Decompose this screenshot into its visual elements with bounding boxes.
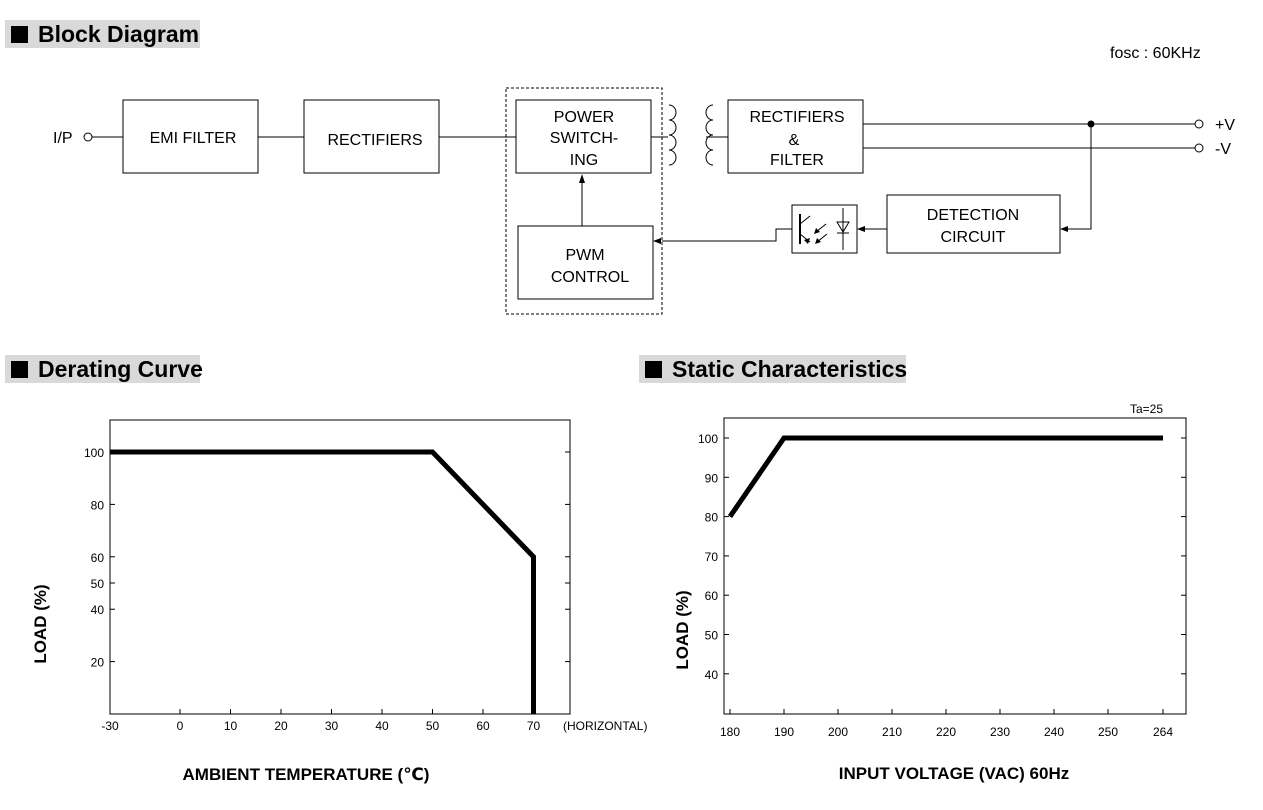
- header-square-icon: [11, 360, 28, 378]
- y-tick-label: 80: [705, 511, 719, 525]
- rectifiers-label: RECTIFIERS: [327, 132, 422, 149]
- block-diagram-header: Block Diagram: [5, 20, 200, 48]
- x-tick-label: 190: [774, 725, 794, 739]
- pwm-control-label-1: PWM: [565, 247, 604, 264]
- pwm-control-block: [517, 225, 654, 300]
- x-tick-label: 0: [177, 719, 184, 733]
- detection-circuit-label-1: DETECTION: [927, 207, 1019, 224]
- y-tick-label: 20: [91, 656, 105, 670]
- y-tick-label: 90: [705, 471, 719, 485]
- y-tick-label: 60: [91, 551, 105, 565]
- header-title: Derating Curve: [38, 355, 203, 382]
- header-square-icon: [11, 25, 28, 43]
- x-tick-label: 60: [476, 719, 490, 733]
- static-annotation: Ta=25: [1130, 402, 1163, 416]
- power-switching-label-3: ING: [570, 152, 598, 169]
- header-title: Block Diagram: [38, 20, 200, 47]
- negative-output-terminal: [1194, 143, 1204, 153]
- positive-output-terminal: [1194, 119, 1204, 129]
- transformer-icon: [651, 104, 728, 166]
- derating-x-axis-title: AMBIENT TEMPERATURE (℃): [183, 765, 430, 784]
- header-square-icon: [645, 360, 662, 378]
- positive-output-label: +V: [1215, 117, 1235, 134]
- detection-circuit-label-2: CIRCUIT: [941, 229, 1006, 246]
- power-switching-label-2: SWITCH-: [550, 130, 618, 147]
- y-tick-label: 50: [705, 629, 719, 643]
- static-plot-frame: [723, 417, 1187, 715]
- power-switching-block: [515, 99, 652, 174]
- emi-filter-label: EMI FILTER: [150, 130, 237, 147]
- rectifiers-filter-block: [727, 99, 864, 174]
- x-tick-label: 200: [828, 725, 848, 739]
- optocoupler-icon: [791, 204, 858, 254]
- x-tick-label: 70: [527, 719, 541, 733]
- derating-plot-frame: [109, 419, 571, 715]
- pwm-control-label-2: CONTROL: [551, 269, 629, 286]
- derating-curve-header: Derating Curve: [5, 355, 203, 383]
- y-tick-label: 80: [91, 498, 105, 512]
- input-terminal: [83, 132, 93, 142]
- x-tick-label: 50: [426, 719, 440, 733]
- y-tick-label: 50: [91, 577, 105, 591]
- static-y-axis-title: LOAD (%): [673, 590, 692, 669]
- x-tick-label: 180: [720, 725, 740, 739]
- arrow-icon: [579, 174, 585, 183]
- block-diagram: fosc : 60KHz I/P EMI FILTER RECTIFIERS P…: [53, 45, 1235, 315]
- header-title: Static Characteristics: [672, 355, 908, 382]
- x-tick-label: 210: [882, 725, 902, 739]
- x-tick-label: 20: [274, 719, 288, 733]
- control-group-boundary: [505, 87, 663, 315]
- fosc-label: fosc : 60KHz: [1110, 45, 1201, 62]
- negative-output-label: -V: [1215, 141, 1231, 158]
- rectifiers-filter-label-1: RECTIFIERS: [749, 109, 844, 126]
- rectifiers-filter-label-3: FILTER: [770, 152, 824, 169]
- emi-filter-block: [122, 99, 259, 174]
- x-tick-label: -30: [101, 719, 119, 733]
- derating-x-note: (HORIZONTAL): [563, 719, 647, 733]
- y-tick-label: 100: [84, 446, 104, 460]
- x-tick-label: 230: [990, 725, 1010, 739]
- arrow-icon: [653, 238, 661, 244]
- power-switching-label-1: POWER: [554, 109, 614, 126]
- derating-y-axis-title: LOAD (%): [31, 584, 50, 663]
- y-tick-label: 70: [705, 550, 719, 564]
- arrow-icon: [1060, 226, 1068, 232]
- static-characteristics-header: Static Characteristics: [639, 355, 908, 383]
- static-x-axis-title: INPUT VOLTAGE (VAC) 60Hz: [839, 764, 1069, 783]
- static-series-line: [727, 435, 1163, 519]
- arrow-icon: [857, 226, 865, 232]
- x-tick-label: 264: [1153, 725, 1173, 739]
- x-tick-label: 250: [1098, 725, 1118, 739]
- x-tick-label: 240: [1044, 725, 1064, 739]
- y-tick-label: 40: [91, 603, 105, 617]
- y-tick-label: 40: [705, 668, 719, 682]
- y-tick-label: 100: [698, 432, 718, 446]
- y-tick-label: 60: [705, 589, 719, 603]
- x-tick-label: 10: [224, 719, 238, 733]
- detection-circuit-block: [886, 194, 1061, 254]
- derating-series-line: [110, 449, 536, 714]
- x-tick-label: 30: [325, 719, 339, 733]
- ip-label: I/P: [53, 130, 73, 147]
- rectifiers-filter-label-2: &: [789, 132, 800, 149]
- x-tick-label: 220: [936, 725, 956, 739]
- x-tick-label: 40: [375, 719, 389, 733]
